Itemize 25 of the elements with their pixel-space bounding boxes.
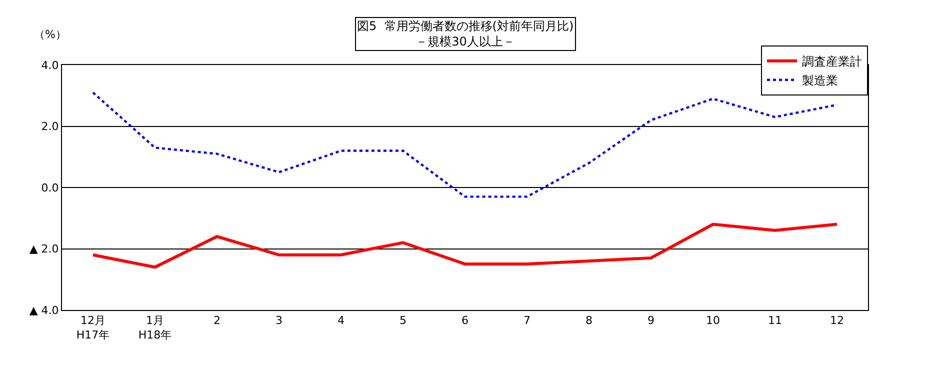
line-series [92, 91, 838, 198]
x-tick-label: 8 [586, 314, 592, 328]
chart-subtitle: －規模30人以上－ [416, 34, 515, 49]
legend-label: 調査産業計 [802, 54, 862, 69]
x-tick-label: 5 [400, 314, 406, 328]
line-series [92, 222, 838, 269]
x-tick-label: 12月 H17年 [76, 314, 110, 342]
y-axis-title: （%） [34, 28, 66, 41]
x-tick-label: 2 [214, 314, 220, 328]
y-tick-label: 0.0 [41, 181, 59, 194]
chart-title: 図5 常用労働者数の推移(対前年同月比) [357, 19, 574, 33]
y-tick-label: ▲ 2.0 [29, 242, 59, 256]
y-tick-label: 2.0 [41, 120, 59, 134]
x-tick-label: 7 [524, 314, 530, 328]
x-tick-label: 12 [830, 314, 844, 328]
x-tick-label: 3 [276, 314, 282, 328]
x-tick-label: 6 [462, 314, 468, 328]
x-tick-label: 9 [648, 314, 654, 328]
y-tick-label: 4.0 [41, 58, 59, 72]
x-tick-label: 1月 H18年 [138, 314, 172, 342]
y-tick-label: ▲ 4.0 [29, 304, 59, 317]
x-tick-label: 10 [706, 314, 720, 328]
legend-label: 製造業 [802, 74, 838, 88]
x-tick-label: 11 [768, 314, 782, 328]
x-tick-label: 4 [338, 314, 344, 328]
